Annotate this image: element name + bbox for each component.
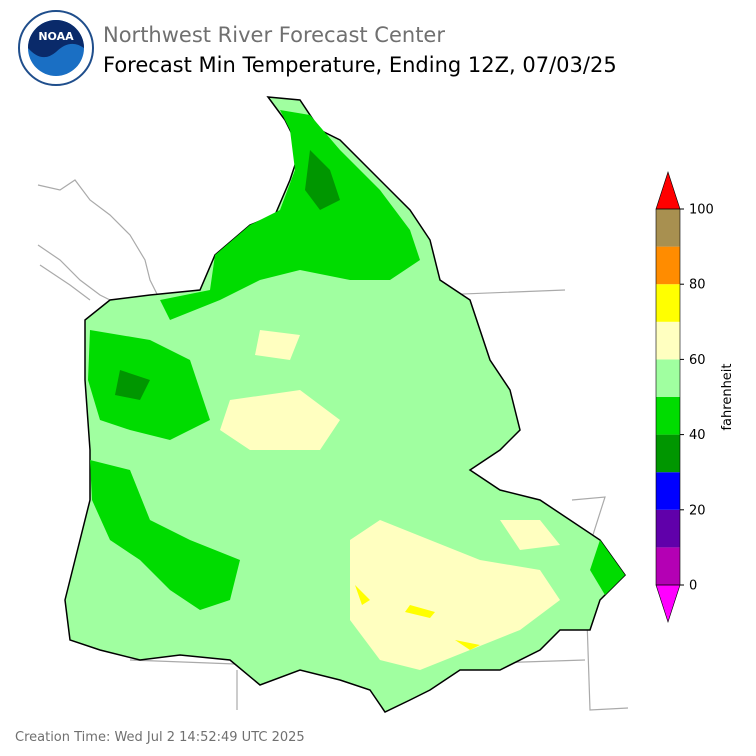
- colorbar-band: [656, 547, 680, 585]
- colorbar-band: [656, 321, 680, 360]
- colorbar-band: [656, 509, 680, 548]
- colorbar: 0 20 40 60 80 100: [655, 171, 714, 623]
- noaa-logo: NOAA: [18, 10, 94, 86]
- colorbar-tick-label: 40: [689, 428, 706, 443]
- colorbar-label: fahrenheit: [720, 363, 735, 430]
- colorbar-tick-label: 0: [689, 579, 697, 594]
- colorbar-band: [656, 397, 680, 435]
- colorbar-band: [656, 359, 680, 397]
- colorbar-frame: [655, 208, 681, 586]
- creation-time: Creation Time: Wed Jul 2 14:52:49 UTC 20…: [15, 730, 305, 745]
- colorbar-band: [656, 209, 680, 247]
- coastline: [37, 179, 161, 306]
- colorbar-band: [656, 246, 680, 285]
- colorbar-tick-label: 80: [689, 278, 706, 293]
- colorbar-band: [656, 472, 680, 510]
- logo-text: NOAA: [38, 30, 74, 43]
- colorbar-band: [656, 434, 680, 473]
- colorbar-tick-label: 100: [689, 203, 714, 218]
- colorbar-tick-label: 20: [689, 503, 706, 518]
- colorbar-tick-label: 60: [689, 353, 706, 368]
- map-title: Forecast Min Temperature, Ending 12Z, 07…: [103, 53, 617, 77]
- colorbar-band: [656, 284, 680, 322]
- org-name: Northwest River Forecast Center: [103, 23, 445, 47]
- basin: [64, 96, 626, 713]
